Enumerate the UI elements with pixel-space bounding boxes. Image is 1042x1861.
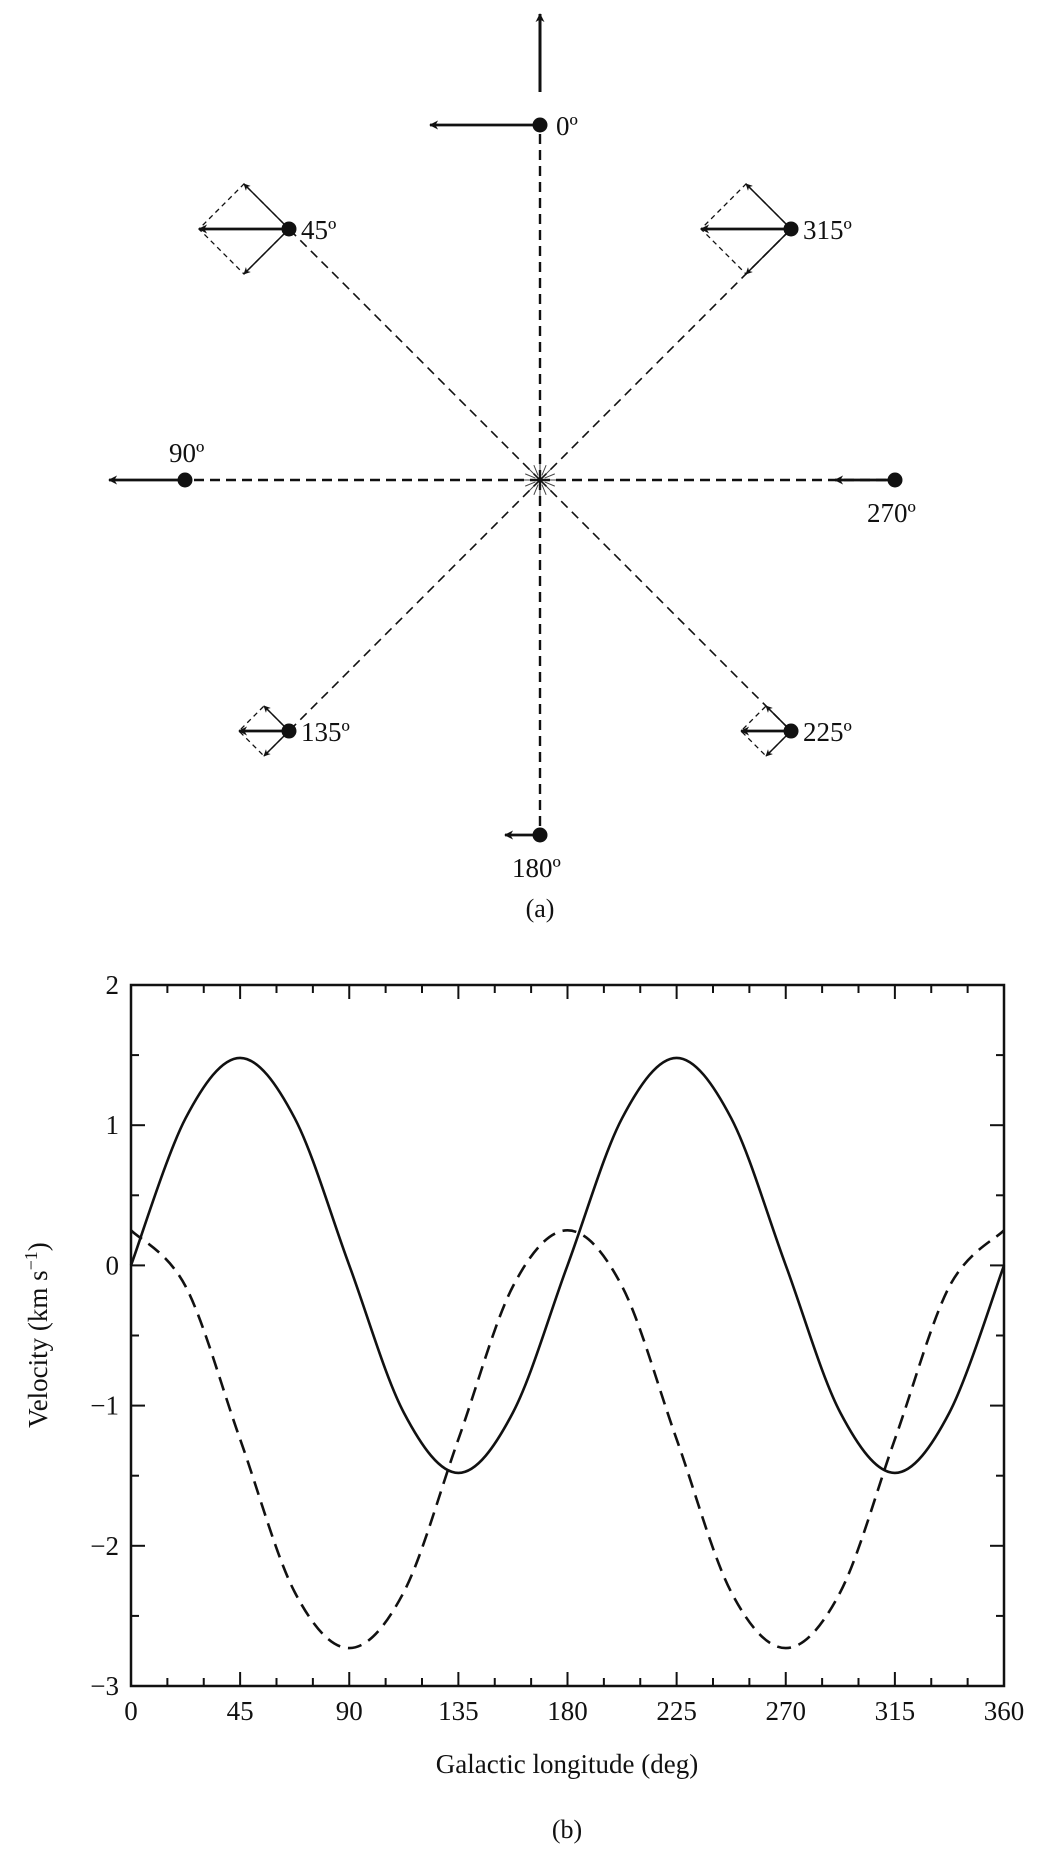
x-axis-label: Galactic longitude (deg): [436, 1749, 698, 1779]
chart-ticks: [130, 984, 1005, 1687]
point-label-180: 180º: [512, 853, 561, 883]
x-tick-label: 0: [124, 1696, 138, 1726]
x-tick-label: 360: [984, 1696, 1025, 1726]
series-solid-line: [129, 1056, 1006, 1475]
point-45: [281, 221, 297, 237]
velocity-vector-diagram: 0º 45º 90º 135º 180º 225º 270º 315º (a): [108, 13, 916, 923]
component-arrow-b-45: [243, 228, 290, 275]
center-tick: [533, 484, 539, 495]
point-label-315: 315º: [803, 215, 852, 245]
x-tick-label: 270: [766, 1696, 807, 1726]
point-label-90: 90º: [169, 438, 204, 468]
y-axis-label: Velocity (km s−1): [21, 1242, 53, 1428]
point-label-270: 270º: [867, 498, 916, 528]
x-tick-label: 45: [227, 1696, 254, 1726]
center-tick: [541, 465, 547, 476]
center-tick: [525, 473, 536, 479]
chart-series: [129, 1056, 1006, 1650]
center-tick: [544, 481, 555, 487]
component-arrow-a-45: [243, 183, 290, 230]
point-label-135: 135º: [301, 717, 350, 747]
point-label-0: 0º: [556, 111, 578, 141]
point-90: [177, 472, 193, 488]
x-tick-label: 315: [875, 1696, 916, 1726]
diagram-labels: 0º 45º 90º 135º 180º 225º 270º 315º: [169, 111, 916, 883]
point-270: [887, 472, 903, 488]
y-tick-label: 0: [106, 1250, 120, 1280]
y-tick-label: −3: [90, 1671, 119, 1701]
center-tick: [533, 465, 539, 476]
ray-225: [539, 479, 792, 732]
point-315: [783, 221, 799, 237]
series-dashed-line: [130, 1228, 1005, 1650]
point-0: [532, 117, 548, 133]
chart-tick-labels: 0 45 90 135 180 225 270 315 360 −3 −2 −1 0 1 2: [90, 970, 1024, 1726]
point-180: [532, 827, 548, 843]
component-arrow-a-315: [745, 183, 792, 230]
y-tick-label: −2: [90, 1531, 119, 1561]
center-tick: [541, 484, 547, 495]
x-tick-label: 90: [336, 1696, 363, 1726]
diagram-points: [177, 117, 903, 843]
y-tick-label: −1: [90, 1391, 119, 1421]
ray-45: [288, 228, 541, 481]
component-box-45: [198, 183, 290, 275]
plot-frame: [129, 983, 1006, 1688]
ray-135: [288, 479, 541, 732]
velocity-longitude-chart: 0 45 90 135 180 225 270 315 360 −3 −2 −1 0 1 2 Galacti…: [21, 970, 1024, 1844]
caption-b: (b): [552, 1815, 582, 1844]
point-label-225: 225º: [803, 717, 852, 747]
diagram-rays: [185, 125, 895, 835]
y-tick-label: 2: [106, 970, 120, 1000]
point-135: [281, 723, 297, 739]
x-tick-label: 180: [547, 1696, 588, 1726]
diagram-vectors: [108, 13, 895, 840]
component-arrow-b-315: [745, 228, 792, 275]
y-tick-label: 1: [106, 1110, 120, 1140]
x-tick-label: 135: [438, 1696, 479, 1726]
point-225: [783, 723, 799, 739]
point-label-45: 45º: [301, 215, 336, 245]
center-tick: [544, 473, 555, 479]
caption-a: (a): [526, 894, 555, 923]
x-tick-label: 225: [656, 1696, 697, 1726]
center-tick: [525, 481, 536, 487]
component-box-315: [700, 183, 792, 275]
